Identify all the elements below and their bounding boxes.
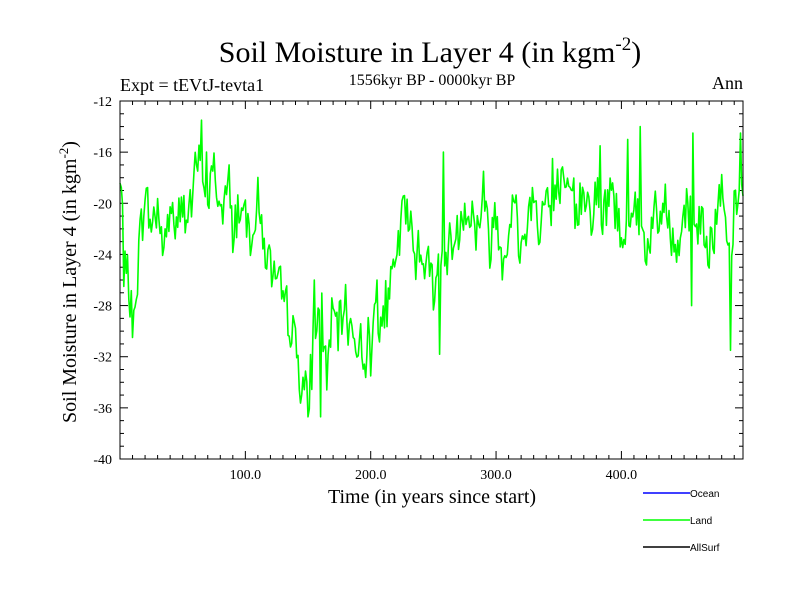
- y-tick-label: -28: [93, 300, 112, 315]
- y-axis-label: Soil Moisture in Layer 4 (in kgm-2): [56, 141, 81, 423]
- season-label: Ann: [712, 73, 743, 93]
- chart-title: Soil Moisture in Layer 4 (in kgm-2): [219, 34, 641, 69]
- x-tick-label: 100.0: [230, 468, 262, 483]
- y-axis-label-sup: -2: [56, 148, 71, 159]
- legend-label-allsurf: AllSurf: [690, 543, 720, 554]
- plot-series: [119, 119, 744, 418]
- chart-subtitle: 1556kyr BP - 0000kyr BP: [349, 72, 516, 89]
- x-tick-label: 200.0: [355, 468, 387, 483]
- y-tick-label: -40: [93, 453, 112, 468]
- y-tick-label: -16: [93, 146, 112, 161]
- x-tick-label: 300.0: [480, 468, 512, 483]
- y-tick-label: -12: [93, 95, 112, 110]
- y-tick-label: -36: [93, 402, 112, 417]
- chart-title-sup: -2: [615, 34, 631, 55]
- chart-title-main: Soil Moisture in Layer 4 (in kgm: [219, 36, 616, 69]
- y-axis-label-close: ): [59, 141, 81, 148]
- plot-frame: [119, 100, 744, 460]
- legend-label-ocean: Ocean: [690, 489, 719, 500]
- x-tick-label: 400.0: [606, 468, 638, 483]
- x-axis-label: Time (in years since start): [328, 486, 536, 508]
- y-ticks: -12 -16 -20 -24 -28 -32 -36 -40: [93, 95, 743, 468]
- y-tick-label: -24: [93, 248, 112, 263]
- y-axis-label-main: Soil Moisture in Layer 4 (in kgm: [59, 158, 81, 423]
- legend: Ocean Land AllSurf: [643, 489, 720, 554]
- legend-label-land: Land: [690, 516, 712, 527]
- series-line-land: [119, 119, 744, 418]
- x-ticks: 100.0 200.0 300.0 400.0: [132, 101, 735, 483]
- y-tick-label: -20: [93, 197, 112, 212]
- expt-label: Expt = tEVtJ-tevta1: [120, 75, 264, 95]
- chart-title-close: ): [631, 36, 641, 69]
- y-tick-label: -32: [93, 351, 112, 366]
